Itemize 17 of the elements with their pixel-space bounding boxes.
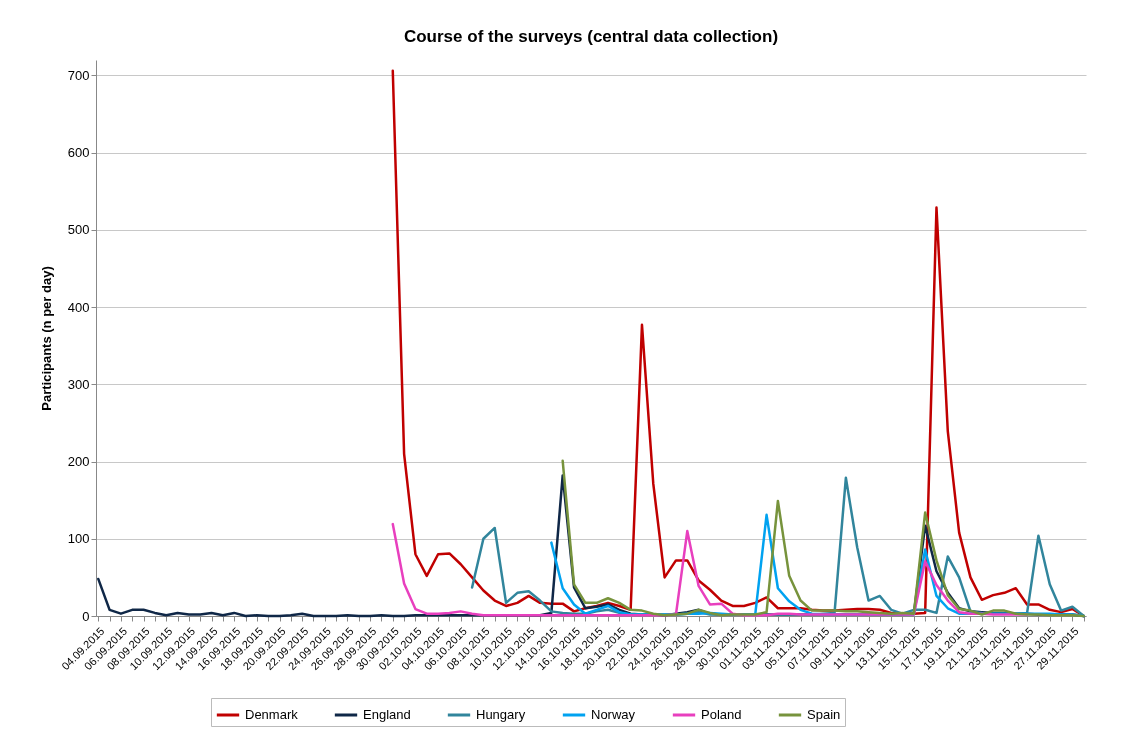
legend-label: England (363, 707, 411, 722)
y-axis-title: Participants (n per day) (38, 266, 54, 411)
legend-label: Spain (807, 707, 841, 722)
legend-label: Hungary (476, 707, 526, 722)
legend-label: Poland (701, 707, 742, 722)
y-tick-label: 600 (67, 145, 90, 161)
chart-title: Course of the surveys (central data collection) (403, 27, 779, 46)
y-tick-label: 700 (67, 67, 90, 83)
y-tick-label: 400 (67, 299, 90, 315)
y-tick-label: 300 (67, 376, 90, 392)
legend-label: Norway (591, 707, 636, 722)
line-series (561, 459, 1085, 618)
y-tick-label: 200 (67, 454, 90, 470)
y-tick-label: 100 (67, 531, 90, 547)
legend-label: Denmark (245, 707, 299, 722)
y-tick-label: 500 (67, 222, 90, 238)
y-tick-label: 0 (82, 608, 90, 624)
